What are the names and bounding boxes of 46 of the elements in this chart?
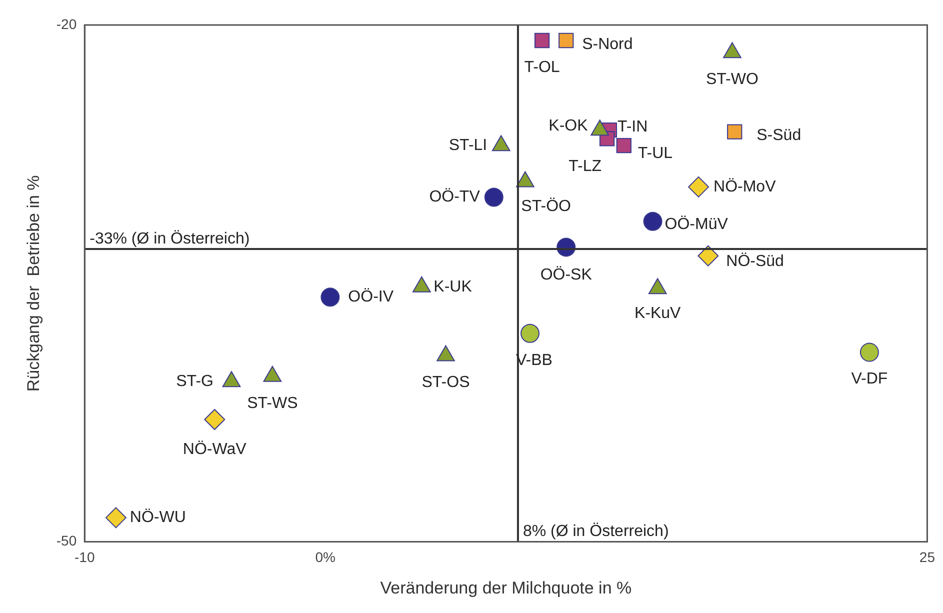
- ref-line-label: -33% (Ø in Österreich): [90, 229, 250, 248]
- annotation: S-Süd: [756, 127, 802, 144]
- x-axis-title: Veränderung der Milchquote in %: [380, 578, 632, 598]
- annotation: T-OL: [524, 58, 560, 76]
- point: [727, 124, 742, 140]
- point: [520, 324, 540, 343]
- annotation: NÖ-Süd: [726, 252, 784, 270]
- annotation: OÖ-SK: [540, 266, 592, 284]
- point: [860, 342, 879, 362]
- annotation: OÖ-MüV: [664, 214, 728, 233]
- annotation: T-LZ: [568, 158, 602, 176]
- annotation: K-UK: [434, 278, 472, 296]
- annotation: OÖ-IV: [348, 288, 394, 306]
- annotation: ST-OS: [422, 374, 470, 392]
- annotation: ST-G: [176, 373, 214, 390]
- point: [320, 288, 340, 307]
- annotation: ST-ÖO: [521, 197, 571, 216]
- point: [105, 507, 126, 528]
- annotation: ST-LI: [448, 136, 488, 154]
- ref-line-label: 8% (Ø in Österreich): [522, 522, 669, 540]
- annotation: V-DF: [851, 370, 888, 388]
- x-tick-label: 25: [919, 549, 936, 566]
- annotation: K-KuV: [634, 304, 682, 322]
- annotation: NÖ-WU: [130, 508, 186, 526]
- y-tick-label: -50: [56, 532, 77, 549]
- annotation: ST-WO: [706, 70, 758, 88]
- annotation: NÖ-WaV: [182, 440, 247, 458]
- point: [688, 176, 710, 198]
- annotation: T-UL: [638, 144, 673, 162]
- annotation: ST-WS: [247, 394, 298, 412]
- y-tick-label: -20: [56, 16, 77, 32]
- annotation: K-OK: [548, 117, 588, 134]
- x-tick-label: 0%: [315, 549, 336, 566]
- annotation: OÖ-TV: [429, 188, 480, 206]
- y-axis-title: Rückgang der Betriebe in %: [24, 175, 43, 392]
- point: [643, 212, 662, 231]
- point: [616, 138, 632, 154]
- annotation: S-Nord: [582, 36, 633, 53]
- point: [534, 32, 550, 48]
- annotation: NÖ-MoV: [714, 177, 776, 196]
- x-tick-label: -10: [74, 549, 95, 566]
- point: [484, 188, 504, 207]
- point: [558, 32, 574, 48]
- annotation: T-IN: [617, 118, 648, 136]
- point: [204, 408, 226, 430]
- point: [698, 245, 719, 266]
